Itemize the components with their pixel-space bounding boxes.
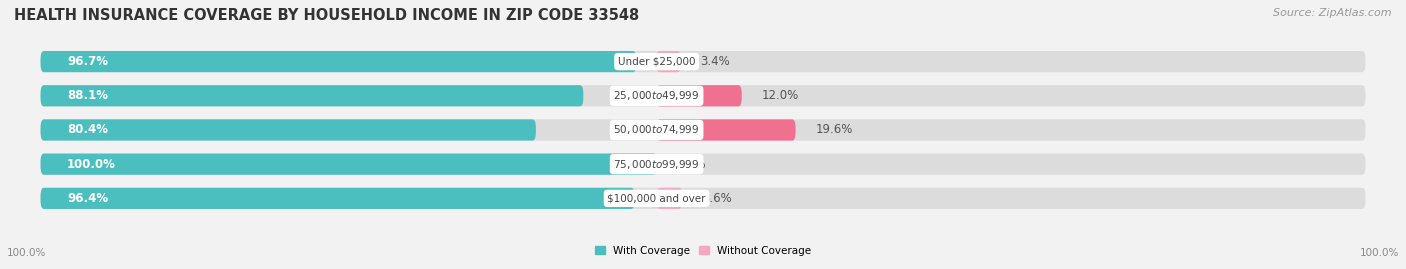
Text: 100.0%: 100.0% bbox=[1360, 248, 1399, 258]
Text: 0.0%: 0.0% bbox=[676, 158, 706, 171]
Text: $75,000 to $99,999: $75,000 to $99,999 bbox=[613, 158, 700, 171]
FancyBboxPatch shape bbox=[41, 188, 1365, 209]
FancyBboxPatch shape bbox=[657, 188, 682, 209]
Text: 80.4%: 80.4% bbox=[67, 123, 108, 136]
Text: 100.0%: 100.0% bbox=[7, 248, 46, 258]
Text: 19.6%: 19.6% bbox=[815, 123, 853, 136]
Text: HEALTH INSURANCE COVERAGE BY HOUSEHOLD INCOME IN ZIP CODE 33548: HEALTH INSURANCE COVERAGE BY HOUSEHOLD I… bbox=[14, 8, 640, 23]
FancyBboxPatch shape bbox=[41, 51, 1365, 72]
FancyBboxPatch shape bbox=[41, 154, 1365, 175]
Text: 100.0%: 100.0% bbox=[67, 158, 115, 171]
FancyBboxPatch shape bbox=[41, 51, 637, 72]
FancyBboxPatch shape bbox=[41, 119, 536, 141]
FancyBboxPatch shape bbox=[657, 85, 742, 106]
Text: $100,000 and over: $100,000 and over bbox=[607, 193, 706, 203]
FancyBboxPatch shape bbox=[41, 188, 634, 209]
Text: 3.4%: 3.4% bbox=[700, 55, 730, 68]
FancyBboxPatch shape bbox=[41, 85, 1365, 106]
FancyBboxPatch shape bbox=[41, 85, 583, 106]
FancyBboxPatch shape bbox=[41, 154, 657, 175]
FancyBboxPatch shape bbox=[657, 51, 681, 72]
Text: $50,000 to $74,999: $50,000 to $74,999 bbox=[613, 123, 700, 136]
Text: 96.7%: 96.7% bbox=[67, 55, 108, 68]
Text: 88.1%: 88.1% bbox=[67, 89, 108, 102]
FancyBboxPatch shape bbox=[657, 119, 796, 141]
Text: 12.0%: 12.0% bbox=[762, 89, 799, 102]
Text: 3.6%: 3.6% bbox=[702, 192, 731, 205]
Text: Under $25,000: Under $25,000 bbox=[617, 56, 696, 67]
Legend: With Coverage, Without Coverage: With Coverage, Without Coverage bbox=[595, 246, 811, 256]
FancyBboxPatch shape bbox=[41, 119, 1365, 141]
Text: $25,000 to $49,999: $25,000 to $49,999 bbox=[613, 89, 700, 102]
Text: 96.4%: 96.4% bbox=[67, 192, 108, 205]
Text: Source: ZipAtlas.com: Source: ZipAtlas.com bbox=[1274, 8, 1392, 18]
